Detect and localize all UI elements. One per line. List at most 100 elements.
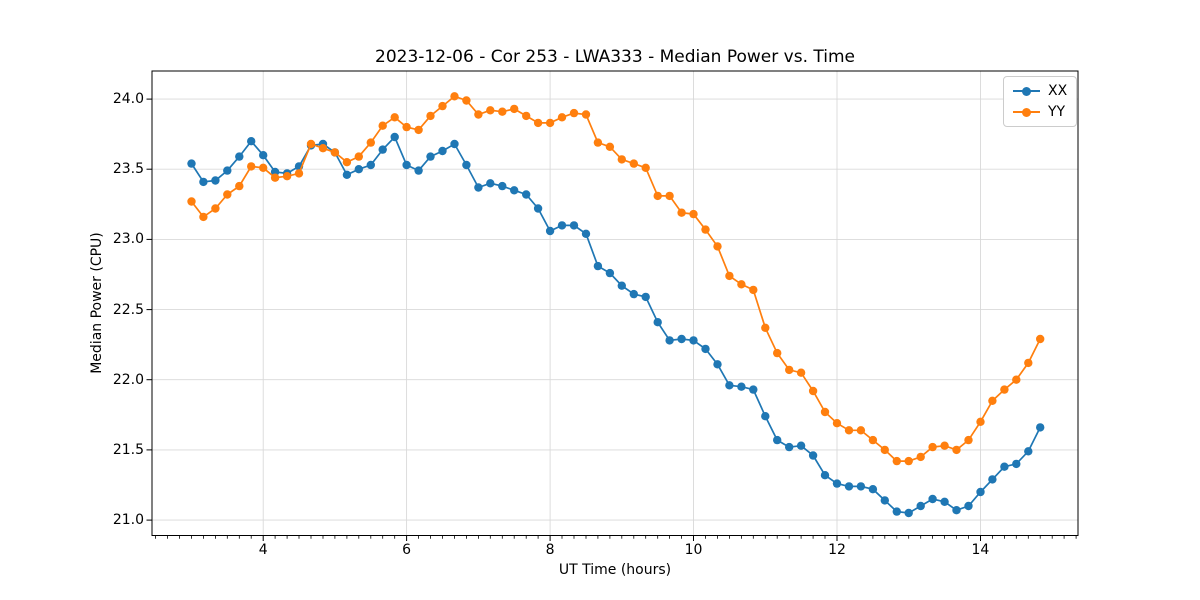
data-point [988, 475, 997, 484]
data-point [629, 159, 638, 168]
data-point [964, 435, 973, 445]
data-point [199, 177, 208, 187]
data-point [832, 419, 842, 428]
data-point [737, 280, 746, 289]
data-point [354, 165, 363, 174]
data-point [641, 163, 650, 172]
data-point [438, 146, 447, 156]
data-point [402, 122, 411, 132]
data-point [713, 360, 722, 369]
data-point [211, 204, 220, 213]
data-point [677, 334, 686, 344]
x-tick-label: 6 [402, 542, 412, 558]
data-point [378, 121, 387, 130]
data-point [187, 197, 196, 206]
series-XX-markers [187, 132, 1045, 518]
data-point [354, 152, 363, 161]
data-point [617, 155, 626, 164]
data-point [808, 386, 818, 396]
data-point [916, 501, 925, 511]
data-point [1036, 423, 1045, 432]
data-point [928, 442, 937, 452]
data-point [402, 160, 411, 170]
y-tick-label: 23.5 [112, 161, 144, 178]
data-point [868, 485, 878, 494]
data-point [342, 170, 352, 179]
data-point [211, 176, 220, 185]
data-point [593, 261, 603, 271]
data-point [414, 166, 423, 175]
data-point [593, 138, 603, 147]
data-point [557, 221, 567, 230]
data-point [629, 289, 638, 299]
data-point [486, 179, 495, 188]
data-point [952, 506, 961, 515]
axes-spines [151, 70, 1079, 536]
data-point [605, 268, 615, 278]
data-point [247, 137, 256, 146]
data-point [569, 221, 579, 230]
data-point [940, 497, 949, 506]
data-point [581, 110, 591, 119]
data-point [796, 368, 806, 377]
data-point [366, 138, 375, 147]
data-point [259, 151, 268, 160]
data-point [653, 318, 662, 327]
data-point [235, 181, 244, 191]
data-point [533, 118, 543, 128]
data-point [378, 145, 387, 154]
data-point [665, 336, 674, 345]
data-point [1000, 462, 1009, 471]
data-point [761, 323, 770, 332]
data-point [749, 285, 758, 295]
data-point [880, 445, 889, 455]
data-point [294, 169, 304, 178]
data-point [581, 229, 591, 238]
data-point [438, 101, 447, 111]
series-YY-markers [187, 92, 1045, 466]
data-point [270, 173, 280, 182]
data-point [725, 381, 734, 390]
data-point [785, 365, 794, 375]
data-point [366, 160, 375, 170]
x-tick-label: 4 [258, 542, 268, 558]
y-tick-label: 24.0 [112, 91, 144, 108]
data-point [426, 111, 435, 121]
data-point [223, 166, 232, 175]
data-point [187, 159, 196, 168]
data-point [785, 442, 794, 452]
data-point [390, 113, 399, 122]
data-point [952, 445, 961, 455]
y-tick-label: 21.5 [112, 441, 144, 458]
data-point [964, 501, 973, 511]
data-point [545, 118, 555, 128]
data-point [1000, 385, 1009, 394]
data-point [689, 209, 698, 219]
data-point [450, 92, 459, 101]
x-tick-label: 14 [971, 542, 990, 558]
data-point [988, 396, 997, 405]
data-point [474, 183, 483, 192]
data-point [557, 113, 567, 122]
x-tick-label: 8 [545, 542, 555, 558]
data-point [928, 494, 937, 504]
data-point [545, 226, 555, 236]
data-point [617, 281, 626, 290]
data-point [940, 441, 949, 450]
data-point [318, 144, 328, 153]
data-point [653, 191, 662, 201]
x-major-ticks [262, 535, 981, 541]
legend: XX YY [1003, 76, 1078, 127]
data-point [749, 385, 758, 394]
data-point [498, 181, 507, 191]
data-point [522, 111, 531, 121]
data-point [868, 435, 878, 445]
y-tick-label: 22.5 [112, 301, 144, 318]
data-point [306, 139, 316, 149]
legend-item-YY: YY [1013, 104, 1067, 120]
data-point [462, 160, 471, 170]
legend-marker-icon [1013, 106, 1040, 118]
chart-title: 2023-12-06 - Cor 253 - LWA333 - Median P… [375, 47, 855, 67]
